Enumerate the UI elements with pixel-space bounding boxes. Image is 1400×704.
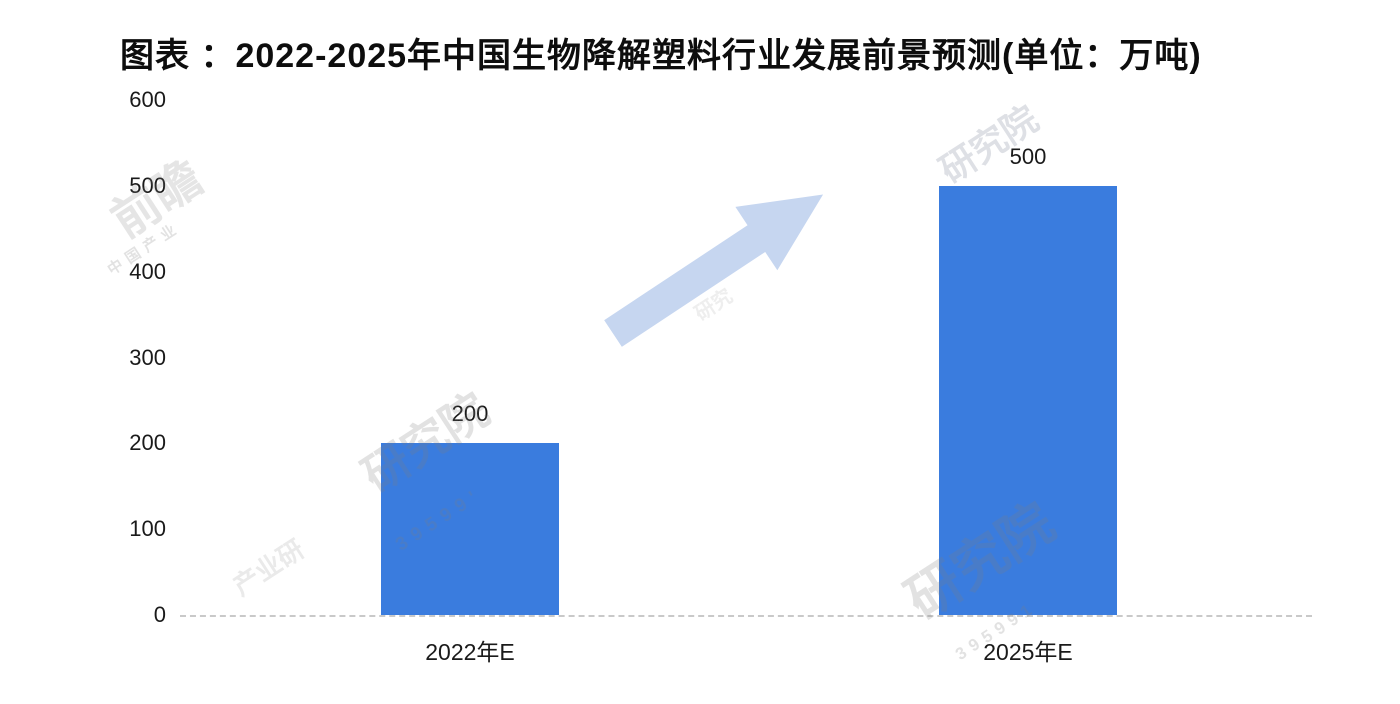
y-tick-label: 400 <box>129 258 166 284</box>
watermark-text: 产业研 <box>227 533 310 602</box>
y-tick-label: 100 <box>129 516 166 542</box>
y-tick-label: 200 <box>129 430 166 456</box>
y-tick-label: 500 <box>129 172 166 198</box>
y-tick-label: 0 <box>153 602 166 627</box>
growth-trend-arrow-icon <box>604 194 824 347</box>
x-axis-category-label: 2022年E <box>425 639 515 665</box>
bar <box>939 185 1117 615</box>
x-axis-category-label: 2025年E <box>983 639 1073 665</box>
bar-value-label: 500 <box>1009 143 1047 169</box>
x-axis-line <box>180 615 1312 617</box>
arrow-shape <box>604 194 824 347</box>
bar-value-label: 200 <box>451 401 489 427</box>
y-tick-label: 600 <box>129 87 166 112</box>
chart-title: 图表 ：2022-2025年中国生物降解塑料行业发展前景预测(单位：万吨) <box>120 37 1202 75</box>
bar <box>381 443 559 615</box>
y-tick-label: 300 <box>129 344 166 370</box>
